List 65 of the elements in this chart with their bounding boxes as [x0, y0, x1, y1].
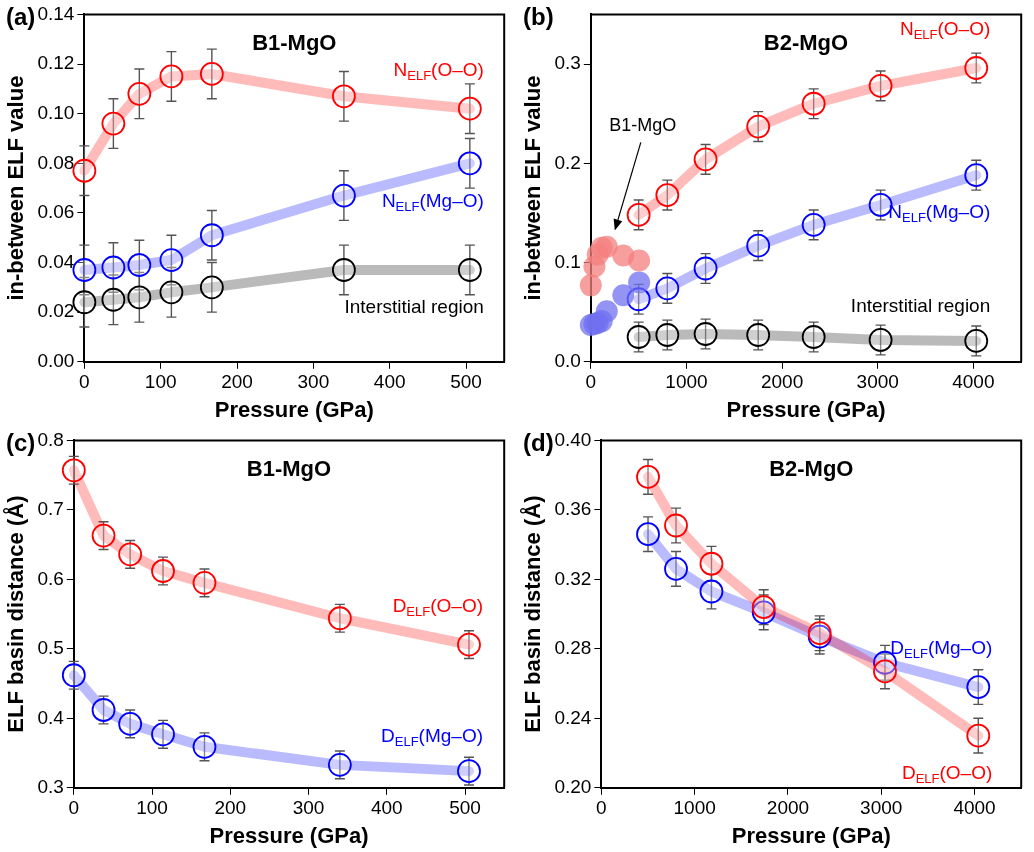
y-tick-label: 0.32	[554, 567, 592, 589]
y-tick-label: 0.02	[37, 300, 75, 322]
x-axis-title: Pressure (GPa)	[731, 822, 891, 848]
x-tick-label: 200	[221, 371, 253, 393]
x-axis-title: Pressure (GPa)	[209, 822, 369, 848]
text: (b)	[523, 2, 554, 30]
y-tick-label: 0.3	[554, 52, 581, 74]
x-tick-label: 1000	[665, 371, 708, 393]
y-tick-label: 0.2	[554, 151, 581, 173]
series-label: Interstitial region	[850, 295, 991, 317]
y-tick-label: 0.1	[554, 250, 581, 272]
y-tick-label: 0.4	[37, 706, 65, 728]
text: B2-MgO	[769, 456, 854, 482]
text: (a)	[6, 2, 36, 30]
y-axis-title: ELF basin distance (Å)	[519, 495, 546, 733]
annotation: B1-MgO	[609, 115, 677, 136]
y-tick-label: 0.24	[554, 706, 592, 728]
text: B2-MgO	[763, 30, 849, 56]
x-tick-label: 200	[214, 797, 247, 819]
series-label: Interstitial region	[344, 296, 484, 318]
y-axis-title: in-between ELF value	[520, 75, 546, 301]
x-tick-label: 0	[596, 797, 607, 819]
y-tick-label: 0.7	[37, 498, 64, 520]
y-tick-label: 0.0	[554, 350, 581, 372]
x-tick-label: 4000	[952, 371, 995, 393]
y-tick-label: 0.04	[37, 250, 75, 272]
x-tick-label: 100	[136, 797, 168, 819]
x-tick-label: 0	[79, 371, 90, 393]
x-axis-title: Pressure (GPa)	[214, 396, 374, 422]
x-tick-label: 2000	[760, 371, 804, 393]
y-tick-label: 0.08	[37, 151, 75, 173]
y-tick-label: 0.12	[37, 52, 75, 74]
x-tick-label: 3000	[860, 797, 903, 819]
x-tick-label: 300	[297, 371, 330, 393]
x-tick-label: 1000	[673, 797, 716, 819]
x-tick-label: 0	[68, 797, 80, 819]
y-tick-label: 0.5	[37, 637, 64, 659]
y-tick-label: 0.6	[37, 567, 64, 589]
x-tick-label: 0	[585, 371, 597, 393]
x-tick-label: 2000	[766, 797, 810, 819]
x-axis-title: Pressure (GPa)	[726, 396, 886, 422]
y-tick-label: 0.20	[554, 776, 592, 798]
y-tick-label: 0.14	[37, 2, 75, 24]
x-tick-label: 500	[450, 371, 482, 393]
y-tick-label: 0.36	[554, 498, 592, 520]
y-tick-label: 0.06	[37, 201, 75, 223]
x-tick-label: 400	[373, 371, 406, 393]
text: B1-MgO	[252, 30, 337, 56]
y-axis-title: in-between ELF value	[3, 75, 29, 301]
x-tick-label: 3000	[856, 371, 899, 393]
y-tick-label: 0.28	[554, 637, 592, 659]
y-axis-title: ELF basin distance (Å)	[2, 495, 29, 733]
x-tick-label: 500	[449, 797, 481, 819]
x-tick-label: 100	[144, 371, 177, 393]
y-tick-label: 0.10	[37, 101, 75, 123]
text: (d)	[523, 428, 554, 456]
x-tick-label: 4000	[953, 797, 996, 819]
x-tick-label: 300	[292, 797, 325, 819]
text: (c)	[6, 428, 36, 456]
y-tick-label: 0.8	[37, 428, 64, 450]
x-tick-label: 400	[370, 797, 403, 819]
text: B1-MgO	[246, 456, 332, 482]
y-tick-label: 0.00	[37, 350, 75, 372]
y-tick-label: 0.3	[37, 776, 64, 798]
y-tick-label: 0.40	[554, 428, 592, 450]
